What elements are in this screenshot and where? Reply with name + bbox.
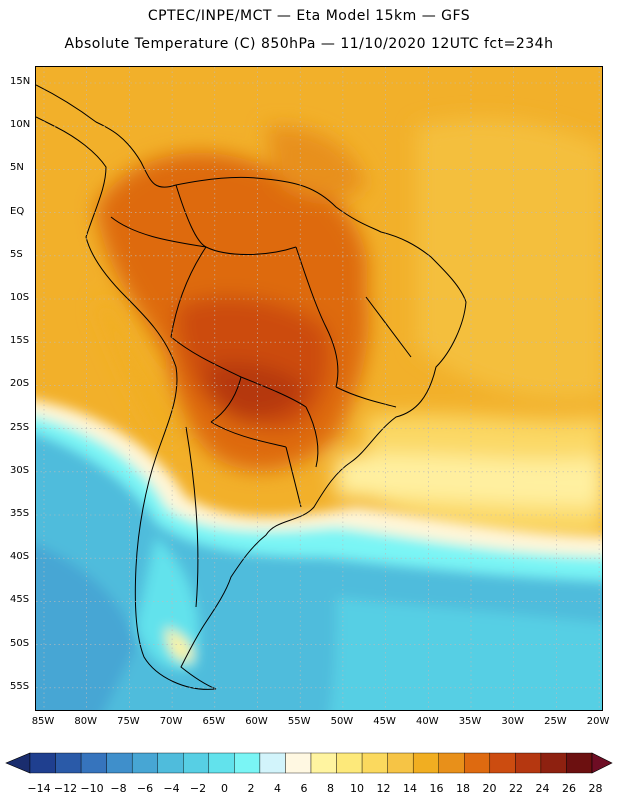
longitude-label: 55W bbox=[287, 716, 311, 727]
longitude-label: 50W bbox=[330, 716, 354, 727]
graticule bbox=[36, 67, 602, 710]
colorbar-swatch bbox=[29, 752, 56, 774]
colorbar-tick-label: 16 bbox=[429, 782, 444, 795]
latitude-label: 40S bbox=[10, 551, 30, 563]
latitude-label: 55S bbox=[10, 680, 30, 692]
colorbar-tick-label: 14 bbox=[403, 782, 417, 795]
map-title-line-2: Absolute Temperature (C) 850hPa — 11/10/… bbox=[64, 36, 554, 52]
colorbar-under-arrow bbox=[5, 752, 31, 774]
colorbar-swatch bbox=[131, 752, 158, 774]
latitude-label: 5N bbox=[10, 162, 24, 174]
coastline bbox=[36, 84, 467, 690]
colorbar-tick-label: 18 bbox=[456, 782, 470, 795]
colorbar-swatch bbox=[80, 752, 107, 774]
colorbar-swatch bbox=[183, 752, 210, 774]
colorbar-swatch bbox=[361, 752, 388, 774]
colorbar-tick-label: −6 bbox=[136, 782, 154, 795]
colorbar-swatch bbox=[566, 752, 593, 774]
colorbar-swatch bbox=[285, 752, 312, 774]
latitude-label: 5S bbox=[10, 248, 23, 260]
cold-field bbox=[36, 400, 602, 710]
longitude-label: 75W bbox=[117, 716, 140, 727]
longitude-label: 40W bbox=[415, 716, 439, 727]
color-scale-bar bbox=[5, 752, 613, 774]
colorbar-tick-label: 8 bbox=[327, 782, 334, 795]
colorbar-swatch bbox=[106, 752, 133, 774]
colorbar-tick-label: −8 bbox=[110, 782, 127, 795]
temperature-field-map bbox=[36, 67, 602, 710]
colorbar-tick-label: 6 bbox=[300, 782, 308, 795]
longitude-label: 60W bbox=[245, 716, 268, 727]
latitude-label: 45S bbox=[10, 594, 30, 606]
colorbar-swatch bbox=[234, 752, 261, 774]
colorbar-tick-label: 26 bbox=[562, 782, 576, 795]
longitude-label: 85W bbox=[31, 716, 55, 727]
longitude-label: 20W bbox=[586, 716, 610, 727]
colorbar-swatch bbox=[412, 752, 439, 774]
colorbar-swatch bbox=[438, 752, 465, 774]
latitude-label: 10S bbox=[10, 292, 30, 303]
colorbar-tick-label: 2 bbox=[247, 782, 255, 795]
colorbar-swatch bbox=[515, 752, 542, 774]
longitude-label: 80W bbox=[74, 716, 97, 727]
colorbar-swatch bbox=[540, 752, 567, 774]
latitude-label: 50S bbox=[10, 637, 30, 649]
colorbar-swatch bbox=[464, 752, 491, 774]
temperature-shading bbox=[96, 118, 602, 537]
latitude-label: 10N bbox=[10, 119, 31, 131]
longitude-label: 35W bbox=[458, 716, 482, 727]
colorbar-swatch bbox=[55, 752, 82, 774]
longitude-label: 45W bbox=[373, 716, 396, 727]
colorbar-tick-label: 22 bbox=[509, 782, 523, 795]
colorbar-tick-label: −2 bbox=[189, 782, 207, 795]
colorbar-swatch bbox=[336, 752, 363, 774]
latitude-label: EQ bbox=[10, 205, 25, 217]
colorbar-over-arrow bbox=[591, 752, 613, 774]
map-panel[interactable] bbox=[35, 66, 603, 711]
colorbar-tick-label: −14 bbox=[27, 782, 51, 795]
colorbar-swatch bbox=[259, 752, 286, 774]
longitude-label: 65W bbox=[202, 716, 226, 727]
colorbar-tick-label: 12 bbox=[376, 782, 391, 795]
latitude-label: 25S bbox=[10, 421, 30, 433]
colorbar-tick-label: 0 bbox=[221, 782, 228, 795]
colorbar-tick-label: −12 bbox=[53, 782, 78, 795]
colorbar-tick-label: −4 bbox=[163, 782, 180, 795]
colorbar-tick-label: 4 bbox=[274, 782, 281, 795]
map-title-line-1: CPTEC/INPE/MCT — Eta Model 15km — GFS bbox=[147, 8, 471, 24]
colorbar-swatch bbox=[208, 752, 235, 774]
longitude-label: 70W bbox=[159, 716, 183, 727]
longitude-label: 30W bbox=[501, 716, 524, 727]
latitude-label: 15N bbox=[10, 76, 31, 87]
longitude-label: 25W bbox=[544, 716, 567, 727]
latitude-label: 35S bbox=[10, 508, 30, 519]
latitude-label: 20S bbox=[10, 378, 30, 390]
colorbar-swatch bbox=[387, 752, 414, 774]
colorbar-tick-label: 20 bbox=[482, 782, 497, 795]
latitude-label: 30S bbox=[10, 464, 30, 476]
colorbar-swatch bbox=[489, 752, 516, 774]
colorbar-tick-label: 24 bbox=[535, 782, 550, 795]
colorbar-tick-label: −10 bbox=[80, 782, 104, 795]
colorbar-tick-label: 28 bbox=[588, 782, 603, 795]
latitude-label: 15S bbox=[10, 335, 30, 347]
colorbar-swatch bbox=[310, 752, 337, 774]
colorbar-swatch bbox=[157, 752, 184, 774]
colorbar-tick-label: 10 bbox=[350, 782, 364, 795]
